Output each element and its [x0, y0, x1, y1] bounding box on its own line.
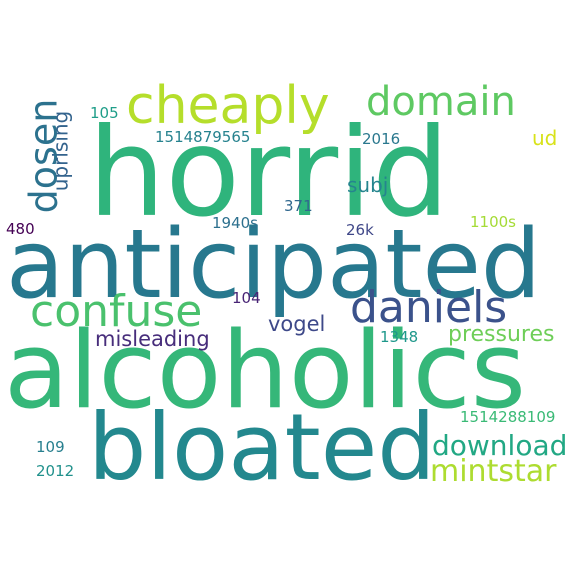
word-alcoholics: alcoholics — [4, 309, 526, 432]
word-ud: ud — [532, 126, 558, 150]
word-mintstar: mintstar — [430, 454, 557, 489]
word-2016: 2016 — [362, 130, 401, 148]
word-1514879565: 1514879565 — [155, 128, 251, 146]
word-subj: subj — [347, 173, 389, 197]
word-109: 109 — [36, 438, 65, 456]
word-1514288109: 1514288109 — [460, 408, 556, 426]
word-26k: 26k — [346, 221, 374, 239]
word-2012: 2012 — [36, 462, 75, 480]
word-1348: 1348 — [380, 328, 419, 346]
word-download: download — [432, 429, 568, 462]
word-104: 104 — [232, 289, 261, 307]
word-uprising: uprising — [48, 110, 73, 192]
word-misleading: misleading — [95, 327, 210, 351]
word-cheaply: cheaply — [126, 76, 330, 136]
word-vogel: vogel — [268, 312, 326, 336]
word-1100s: 1100s — [470, 213, 516, 231]
word-anticipated: anticipated — [6, 210, 542, 320]
word-480: 480 — [6, 220, 35, 238]
word-horrid: horrid — [88, 102, 450, 244]
word-pressures: pressures — [448, 322, 555, 347]
word-daniels: daniels — [350, 282, 508, 333]
word-domain: domain — [366, 79, 516, 125]
word-bloated: bloated — [88, 394, 436, 501]
word-1940s: 1940s — [212, 214, 258, 232]
word-confuse: confuse — [30, 286, 203, 337]
word-105: 105 — [90, 104, 119, 122]
word-371: 371 — [284, 197, 313, 215]
